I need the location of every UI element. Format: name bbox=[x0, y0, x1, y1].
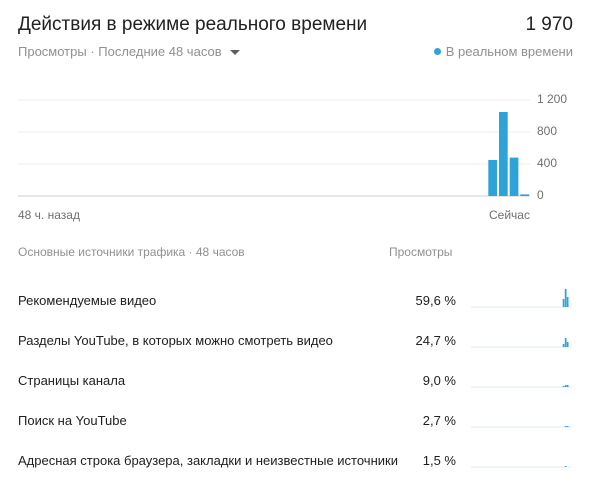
y-tick-label: 0 bbox=[537, 188, 544, 202]
traffic-row[interactable]: Адресная строка браузера, закладки и неи… bbox=[18, 453, 578, 473]
chevron-down-icon[interactable] bbox=[229, 49, 240, 55]
realtime-chart: 1 200 800 400 0 48 ч. назад Сейчас bbox=[0, 90, 597, 230]
sparkline-bar bbox=[566, 385, 569, 387]
traffic-source-name: Поиск на YouTube bbox=[18, 413, 127, 428]
realtime-legend: В реальном времени bbox=[433, 44, 573, 59]
traffic-source-name: Рекомендуемые видео bbox=[18, 293, 157, 308]
total-views: 1 970 bbox=[525, 14, 573, 35]
sparkline-bar bbox=[562, 344, 565, 347]
chart-svg bbox=[18, 99, 530, 197]
chart-bar[interactable] bbox=[509, 157, 519, 196]
traffic-row[interactable]: Страницы канала 9,0 % bbox=[18, 373, 578, 393]
sparkline-bar bbox=[564, 466, 567, 467]
sparkline-bar bbox=[566, 342, 569, 347]
traffic-source-percent: 1,5 % bbox=[422, 453, 456, 468]
traffic-sparkline bbox=[471, 338, 571, 348]
period-label: Просмотры · Последние 48 часов bbox=[18, 44, 222, 59]
chart-bar[interactable] bbox=[488, 160, 497, 196]
chart-bar[interactable] bbox=[520, 194, 529, 196]
sparkline-bar bbox=[564, 426, 567, 427]
x-end-label: Сейчас bbox=[489, 208, 530, 222]
sparkline-bar bbox=[564, 338, 567, 347]
sparkline-bar bbox=[562, 386, 565, 387]
chart-bar[interactable] bbox=[499, 112, 508, 196]
sparkline-bar bbox=[566, 297, 569, 307]
traffic-source-name: Страницы канала bbox=[18, 373, 126, 388]
y-tick-label: 1 200 bbox=[537, 92, 568, 106]
traffic-source-name: Разделы YouTube, в которых можно смотрет… bbox=[18, 333, 333, 348]
realtime-dot-icon bbox=[433, 48, 441, 55]
traffic-row[interactable]: Разделы YouTube, в которых можно смотрет… bbox=[18, 333, 578, 353]
card-title: Действия в режиме реального времени bbox=[18, 14, 368, 35]
traffic-sources-heading: Основные источники трафика · 48 часов bbox=[18, 245, 245, 259]
realtime-label: В реальном времени bbox=[445, 44, 573, 59]
traffic-source-percent: 24,7 % bbox=[415, 333, 456, 348]
traffic-source-name: Адресная строка браузера, закладки и неи… bbox=[18, 453, 398, 468]
traffic-row[interactable]: Рекомендуемые видео 59,6 % bbox=[18, 289, 578, 313]
period-selector[interactable]: Просмотры · Последние 48 часов bbox=[18, 44, 240, 59]
y-tick-label: 800 bbox=[537, 124, 558, 138]
views-column-heading: Просмотры bbox=[389, 245, 453, 259]
traffic-sparkline bbox=[471, 289, 571, 308]
traffic-sparkline bbox=[471, 426, 571, 428]
traffic-sparkline bbox=[471, 385, 571, 388]
traffic-row[interactable]: Поиск на YouTube 2,7 % bbox=[18, 413, 578, 433]
traffic-sparkline bbox=[471, 466, 571, 468]
sparkline-bar bbox=[566, 426, 569, 427]
sparkline-bar bbox=[564, 289, 567, 307]
y-tick-label: 400 bbox=[537, 156, 558, 170]
traffic-source-percent: 59,6 % bbox=[415, 293, 456, 308]
traffic-source-percent: 2,7 % bbox=[422, 413, 456, 428]
sparkline-bar bbox=[564, 385, 567, 387]
sparkline-bar bbox=[562, 299, 565, 307]
traffic-source-percent: 9,0 % bbox=[422, 373, 456, 388]
x-start-label: 48 ч. назад bbox=[18, 208, 80, 222]
